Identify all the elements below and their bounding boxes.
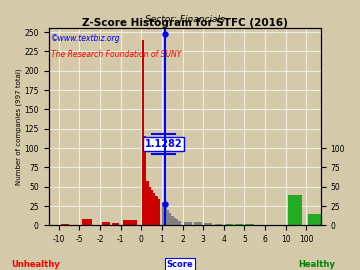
Bar	[215, 224, 222, 225]
Text: Unhealthy: Unhealthy	[12, 260, 60, 269]
Text: Sector: Financials: Sector: Financials	[145, 15, 225, 24]
Bar	[149, 187, 151, 225]
Bar	[158, 199, 160, 225]
Text: Score: Score	[167, 260, 193, 269]
Bar	[123, 220, 137, 225]
Bar	[171, 216, 174, 225]
Bar	[184, 222, 192, 225]
Bar	[194, 222, 202, 225]
Bar	[146, 181, 149, 225]
Bar	[176, 219, 178, 225]
Bar	[178, 221, 180, 225]
Bar	[225, 224, 233, 225]
Bar	[144, 137, 146, 225]
Bar	[102, 222, 111, 225]
Bar	[156, 196, 158, 225]
Bar	[162, 202, 165, 225]
Bar	[174, 218, 176, 225]
Text: Healthy: Healthy	[298, 260, 335, 269]
Title: Z-Score Histogram for STFC (2016): Z-Score Histogram for STFC (2016)	[82, 18, 288, 28]
Bar	[169, 213, 171, 225]
Text: 1.1282: 1.1282	[145, 139, 183, 149]
Bar	[81, 218, 92, 225]
Bar	[204, 223, 212, 225]
Bar	[61, 224, 69, 225]
Text: The Research Foundation of SUNY: The Research Foundation of SUNY	[51, 50, 181, 59]
Bar	[165, 206, 167, 225]
Y-axis label: Number of companies (997 total): Number of companies (997 total)	[15, 69, 22, 185]
Bar	[167, 210, 169, 225]
Bar	[288, 194, 302, 225]
Text: ©www.textbiz.org: ©www.textbiz.org	[51, 34, 121, 43]
Bar	[246, 224, 254, 225]
Bar	[142, 40, 144, 225]
Bar	[112, 223, 119, 225]
Bar	[153, 193, 156, 225]
Bar	[309, 214, 323, 225]
Bar	[235, 224, 243, 225]
Bar	[151, 190, 153, 225]
